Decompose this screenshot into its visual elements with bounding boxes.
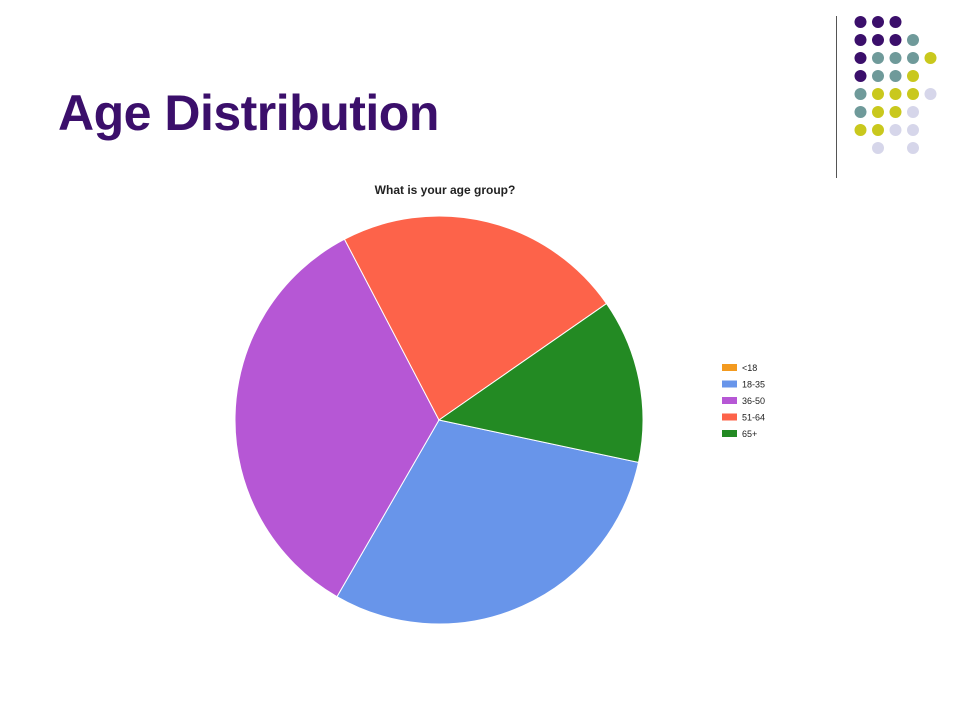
legend-swatch [722, 413, 737, 421]
decorative-dot-grid [854, 16, 937, 154]
decorative-dot [872, 88, 884, 100]
decorative-dot [889, 34, 902, 46]
decorative-dot [889, 16, 902, 28]
legend-item-51-64: 51-64 [722, 413, 765, 423]
decorative-dot [889, 70, 902, 82]
legend-item-18-35: 18-35 [722, 380, 765, 390]
legend-item-18: <18 [722, 363, 757, 373]
decorative-dot [889, 124, 902, 136]
legend-swatch [722, 430, 737, 437]
decorative-dot [872, 124, 884, 136]
legend-swatch [722, 364, 737, 371]
decorative-dot [889, 88, 902, 100]
decorative-dot [924, 52, 937, 64]
decorative-dot [872, 34, 884, 46]
decorative-dot [907, 106, 919, 118]
pie-slice-51-64 [343, 215, 608, 421]
title-divider [836, 16, 837, 178]
decorative-dot [854, 106, 867, 118]
legend-label: <18 [742, 363, 757, 373]
decorative-dot [907, 124, 919, 136]
legend-swatch [722, 380, 737, 388]
pie-slice-65 [437, 302, 644, 464]
decorative-dot [907, 70, 919, 82]
slide-title: Age Distribution [58, 85, 439, 141]
pie-slice-36-50 [234, 238, 440, 598]
decorative-dot [924, 88, 937, 100]
decorative-dot [854, 16, 867, 28]
decorative-dot [907, 88, 919, 100]
decorative-dot [854, 88, 867, 100]
decorative-dot [872, 142, 884, 154]
decorative-dot [854, 70, 867, 82]
decorative-dot [907, 52, 919, 64]
decorative-dot [854, 124, 867, 136]
legend-label: 36-50 [742, 396, 765, 406]
legend-item-36-50: 36-50 [722, 396, 765, 406]
legend-label: 65+ [742, 429, 757, 439]
decorative-dot [907, 34, 919, 46]
legend-swatch [722, 397, 737, 404]
decorative-dot [854, 34, 867, 46]
chart-title: What is your age group? [375, 183, 516, 197]
chart-legend: <18 18-35 36-50 51-64 65+ [722, 363, 765, 439]
pie-slices [234, 215, 644, 625]
decorative-dot [889, 52, 902, 64]
decorative-dot [872, 16, 884, 28]
decorative-dot [872, 52, 884, 64]
decorative-dot [907, 142, 919, 154]
decorative-dot [889, 106, 902, 118]
decorative-dot [872, 70, 884, 82]
pie-slice-18-35 [336, 419, 640, 625]
legend-label: 51-64 [742, 413, 765, 423]
legend-label: 18-35 [742, 380, 765, 390]
decorative-dot [854, 52, 867, 64]
legend-item-65: 65+ [722, 429, 757, 439]
decorative-dot [872, 106, 884, 118]
